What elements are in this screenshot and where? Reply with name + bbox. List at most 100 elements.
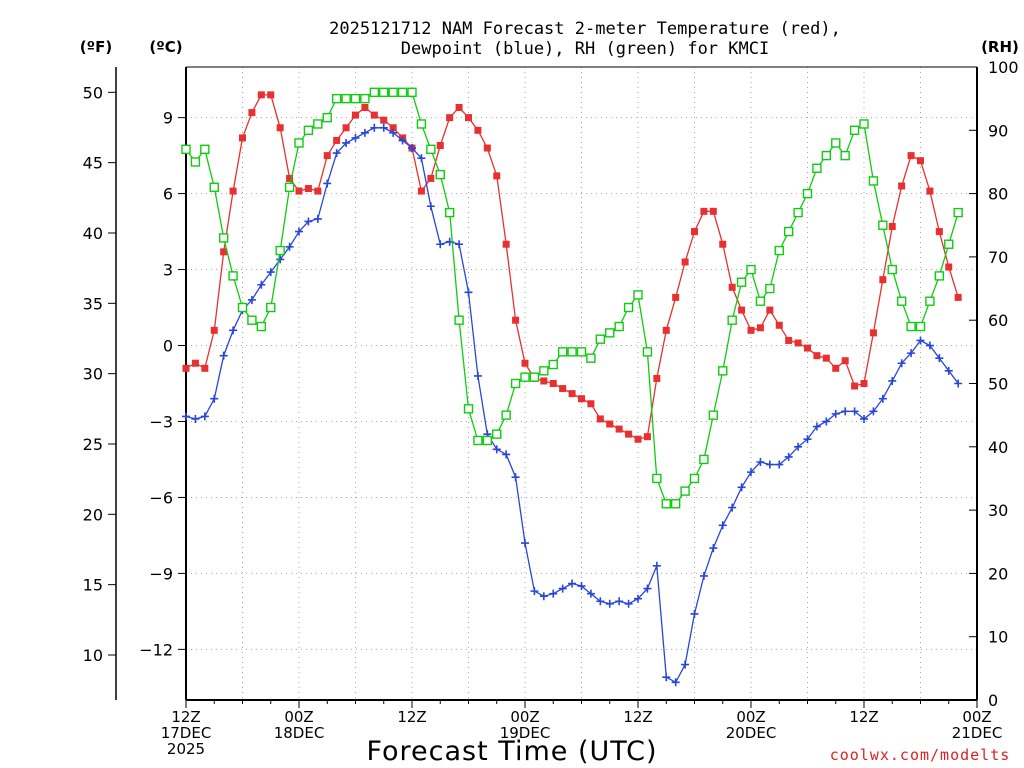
temperature-point — [785, 336, 793, 344]
rh-point — [661, 499, 671, 509]
rh-point — [708, 410, 719, 420]
temperature-point — [248, 109, 256, 117]
x-tick-label: 18DEC — [274, 724, 325, 742]
dewpoint-point — [860, 414, 868, 423]
temperature-point — [427, 174, 435, 182]
temperature-point — [417, 187, 425, 195]
rh-point — [379, 87, 389, 98]
dewpoint-point — [897, 359, 906, 368]
rh-point — [896, 296, 907, 306]
rh-point — [275, 245, 285, 256]
temperature-point — [747, 326, 755, 334]
dewpoint-point — [417, 154, 426, 163]
rh-point — [642, 347, 653, 357]
temperature-point — [643, 433, 651, 441]
dewpoint-point — [379, 123, 388, 132]
dewpoint-point — [850, 407, 859, 416]
rh-point — [209, 182, 219, 192]
dewpoint-point — [247, 295, 256, 304]
x-tick-label: 12Z — [623, 708, 652, 726]
temperature-point — [681, 258, 689, 266]
rh-tick-label: 70 — [988, 248, 1008, 267]
celsius-tick-labels: −12 −9 −6 −3 0 3 6 9 — [139, 109, 186, 659]
dewpoint-point — [690, 609, 699, 618]
dewpoint-point — [521, 539, 529, 548]
temperature-point — [323, 152, 331, 160]
temperature-point — [851, 382, 859, 390]
rh-point — [605, 328, 615, 338]
dewpoint-point — [464, 288, 473, 297]
dewpoint-point — [577, 582, 586, 591]
rh-point — [802, 188, 813, 199]
temperature-point — [549, 380, 557, 387]
rh-point — [689, 473, 700, 484]
temperature-point — [945, 263, 953, 271]
rh-point — [925, 296, 935, 306]
dewpoint-point — [728, 503, 737, 512]
rh-point — [548, 359, 558, 370]
rh-point — [492, 429, 502, 439]
x-axis-title: Forecast Time (UTC) — [366, 736, 657, 767]
dewpoint-point — [276, 255, 285, 264]
rh-point — [831, 138, 841, 148]
c-tick-label: 0 — [163, 337, 173, 356]
x-tick-label: 20DEC — [726, 724, 777, 742]
temperature-point — [361, 104, 369, 112]
rh-point — [407, 87, 417, 98]
dewpoint-point — [803, 435, 812, 444]
rh-point — [736, 277, 747, 287]
celsius-unit-label: (ºC) — [149, 38, 182, 56]
rh-point — [652, 473, 662, 484]
rh-point — [313, 119, 323, 129]
rh-point — [435, 169, 445, 180]
rh-tick-labels: 0 10 20 30 40 50 60 70 80 90 100 — [969, 58, 1019, 710]
dewpoint-point — [709, 544, 718, 553]
temperature-point — [502, 240, 510, 248]
temperature-point — [804, 344, 811, 352]
rh-point — [755, 296, 766, 306]
rh-point — [501, 410, 511, 420]
dewpoint-point — [210, 394, 219, 403]
rh-point — [360, 93, 370, 104]
rh-point — [510, 378, 521, 389]
dewpoint-point — [408, 144, 416, 153]
dewpoint-point — [756, 457, 765, 466]
rh-tick-label: 40 — [988, 438, 1008, 457]
temperature-point — [832, 364, 840, 372]
temperature-point — [719, 240, 727, 248]
rh-point — [190, 157, 201, 167]
rh-point — [623, 302, 634, 313]
x-tick-label: 00Z — [284, 708, 313, 726]
x-tick-label: 00Z — [736, 708, 765, 726]
temperature-point — [304, 185, 312, 193]
dewpoint-point — [511, 473, 520, 482]
chart-title-line2: Dewpoint (blue), RH (green) for KMCI — [401, 39, 769, 59]
rh-point — [473, 435, 483, 446]
dewpoint-point — [681, 660, 690, 669]
rh-point — [463, 404, 474, 414]
temperature-point — [455, 104, 463, 112]
rh-point — [859, 119, 869, 129]
rh-point — [454, 315, 464, 325]
f-tick-label: 45 — [83, 154, 103, 173]
dewpoint-point — [295, 227, 303, 236]
rh-point — [887, 264, 897, 275]
rh-point — [284, 182, 295, 192]
temperature-point — [738, 306, 746, 314]
temperature-point — [691, 228, 698, 236]
dewpoint-point — [671, 678, 680, 687]
dewpoint-point — [596, 597, 605, 606]
rh-point — [388, 87, 398, 98]
temperature-point — [286, 174, 294, 182]
x-tick-label: 12Z — [849, 708, 878, 726]
dewpoint-point — [935, 354, 944, 363]
dewpoint-point — [342, 138, 351, 147]
dewpoint-point — [530, 587, 539, 596]
rh-point — [727, 315, 737, 325]
temperature-point — [267, 91, 275, 99]
rh-unit-label: (RH) — [981, 38, 1019, 56]
dewpoint-series — [182, 123, 963, 687]
temperature-point — [634, 435, 642, 443]
temperature-point — [483, 144, 491, 152]
rh-point — [586, 353, 596, 363]
